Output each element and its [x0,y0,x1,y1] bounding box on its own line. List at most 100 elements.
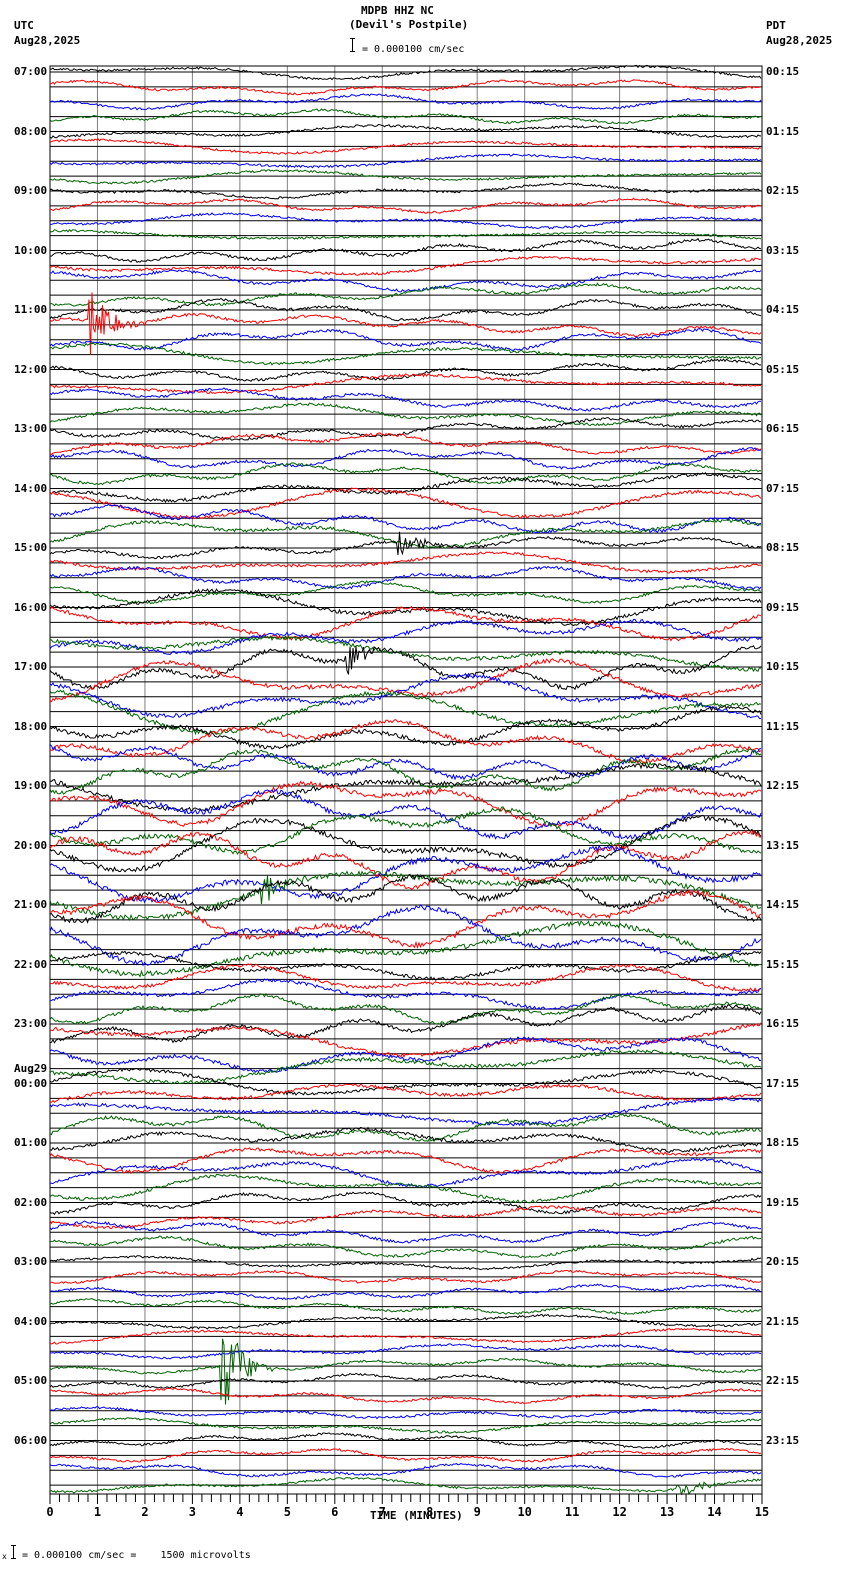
utc-hour-label: 21:00 [14,898,48,911]
trace-line [49,1313,762,1330]
pdt-hour-label: 20:15 [766,1255,800,1268]
trace-line [49,950,762,981]
trace-line [49,873,762,924]
trace-line [49,1112,762,1143]
pdt-hour-label: 13:15 [766,838,800,852]
trace-line [49,672,762,720]
right-timezone: PDT [766,19,786,32]
trace-line [49,282,762,307]
x-tick-label: 4 [236,1505,243,1519]
x-tick-label: 6 [331,1505,338,1519]
trace-line [49,1147,762,1175]
trace-line [49,1387,762,1405]
trace-line [49,1406,762,1420]
trace-line [49,1191,762,1216]
trace-line [49,108,762,125]
trace-line [49,342,762,366]
trace-line [49,903,762,967]
trace-line [49,182,762,200]
trace-line [49,1004,762,1044]
pdt-hour-label: 04:15 [766,303,800,316]
left-timezone: UTC [14,19,34,32]
x-tick-label: 13 [660,1505,674,1519]
utc-hour-label: 23:00 [14,1017,48,1030]
trace-line [49,1298,762,1315]
utc-hour-label: 04:00 [14,1314,48,1328]
trace-line [49,1447,762,1463]
trace-line [49,472,762,504]
trace-line [49,565,762,590]
trace-line [49,1049,762,1085]
trace-line [49,705,762,750]
pdt-hour-label: 07:15 [766,481,800,495]
x-tick-label: 14 [707,1505,721,1519]
trace-line [49,719,762,765]
footer-scale-bar-icon [11,1545,19,1559]
footer-scale-text: = 0.000100 cm/sec = 1500 microvolts [22,1550,251,1561]
x-tick-label: 11 [565,1505,579,1519]
trace-line [49,1476,762,1496]
trace-line [49,829,761,890]
trace-line [49,518,762,549]
pdt-hour-label: 00:15 [766,65,800,78]
pdt-hour-label: 02:15 [766,184,800,197]
trace-line [49,618,762,656]
utc-hour-label: 03:00 [14,1255,48,1268]
pdt-hour-label: 01:15 [766,124,800,138]
trace-line [49,79,762,96]
trace-line [49,658,762,703]
x-tick-label: 7 [379,1505,386,1519]
x-tick-label: 12 [612,1505,626,1519]
x-tick-label: 9 [474,1505,481,1519]
scale-bar-icon [350,38,358,52]
trace-line [49,762,762,812]
trace-line [49,1067,762,1096]
trace-line [49,123,762,139]
trace-line [49,1096,762,1127]
trace-line [49,645,762,691]
station-title: MDPB HHZ NC [361,4,434,17]
trace-line [49,1126,762,1153]
x-tick-label: 8 [426,1505,433,1519]
trace-line [49,1432,762,1449]
utc-hour-label: 10:00 [14,243,48,257]
pdt-hour-label: 10:15 [766,660,800,673]
trace-line [49,605,762,642]
utc-hour-label: 22:00 [14,957,48,971]
x-tick-label: 5 [284,1505,291,1519]
trace-line [50,212,762,230]
utc-hour-label: 18:00 [14,719,48,733]
trace-line [49,992,761,1026]
trace-line [49,814,762,873]
x-tick-label: 10 [517,1505,531,1519]
trace-line [49,920,762,978]
trace-line [49,169,762,185]
utc-hour-label: 17:00 [14,660,48,673]
utc-hour-label: 14:00 [14,481,48,495]
trace-line [49,744,762,781]
utc-hour-label: 01:00 [14,1136,48,1149]
utc-hour-label: 09:00 [14,184,48,197]
pdt-hour-label: 18:15 [766,1136,800,1149]
trace-line [49,888,762,950]
trace-line [49,372,762,395]
trace-line [49,531,762,560]
trace-line [49,269,762,293]
trace-line [49,588,762,627]
trace-line [49,256,762,276]
trace-line [49,806,762,855]
utc-hour-label: 02:00 [14,1195,48,1209]
trace-line [50,237,762,263]
date-change-label: Aug29 [14,1061,48,1075]
trace-line [49,93,762,111]
utc-hour-label: 07:00 [14,65,48,78]
trace-line [49,780,762,828]
utc-hour-label: 06:00 [14,1433,48,1447]
trace-line [49,1220,762,1244]
trace-line [49,1235,762,1259]
pdt-hour-label: 21:15 [766,1314,800,1328]
pdt-hour-label: 19:15 [766,1195,800,1209]
trace-line [49,1036,762,1073]
x-tick-label: 2 [141,1505,148,1519]
